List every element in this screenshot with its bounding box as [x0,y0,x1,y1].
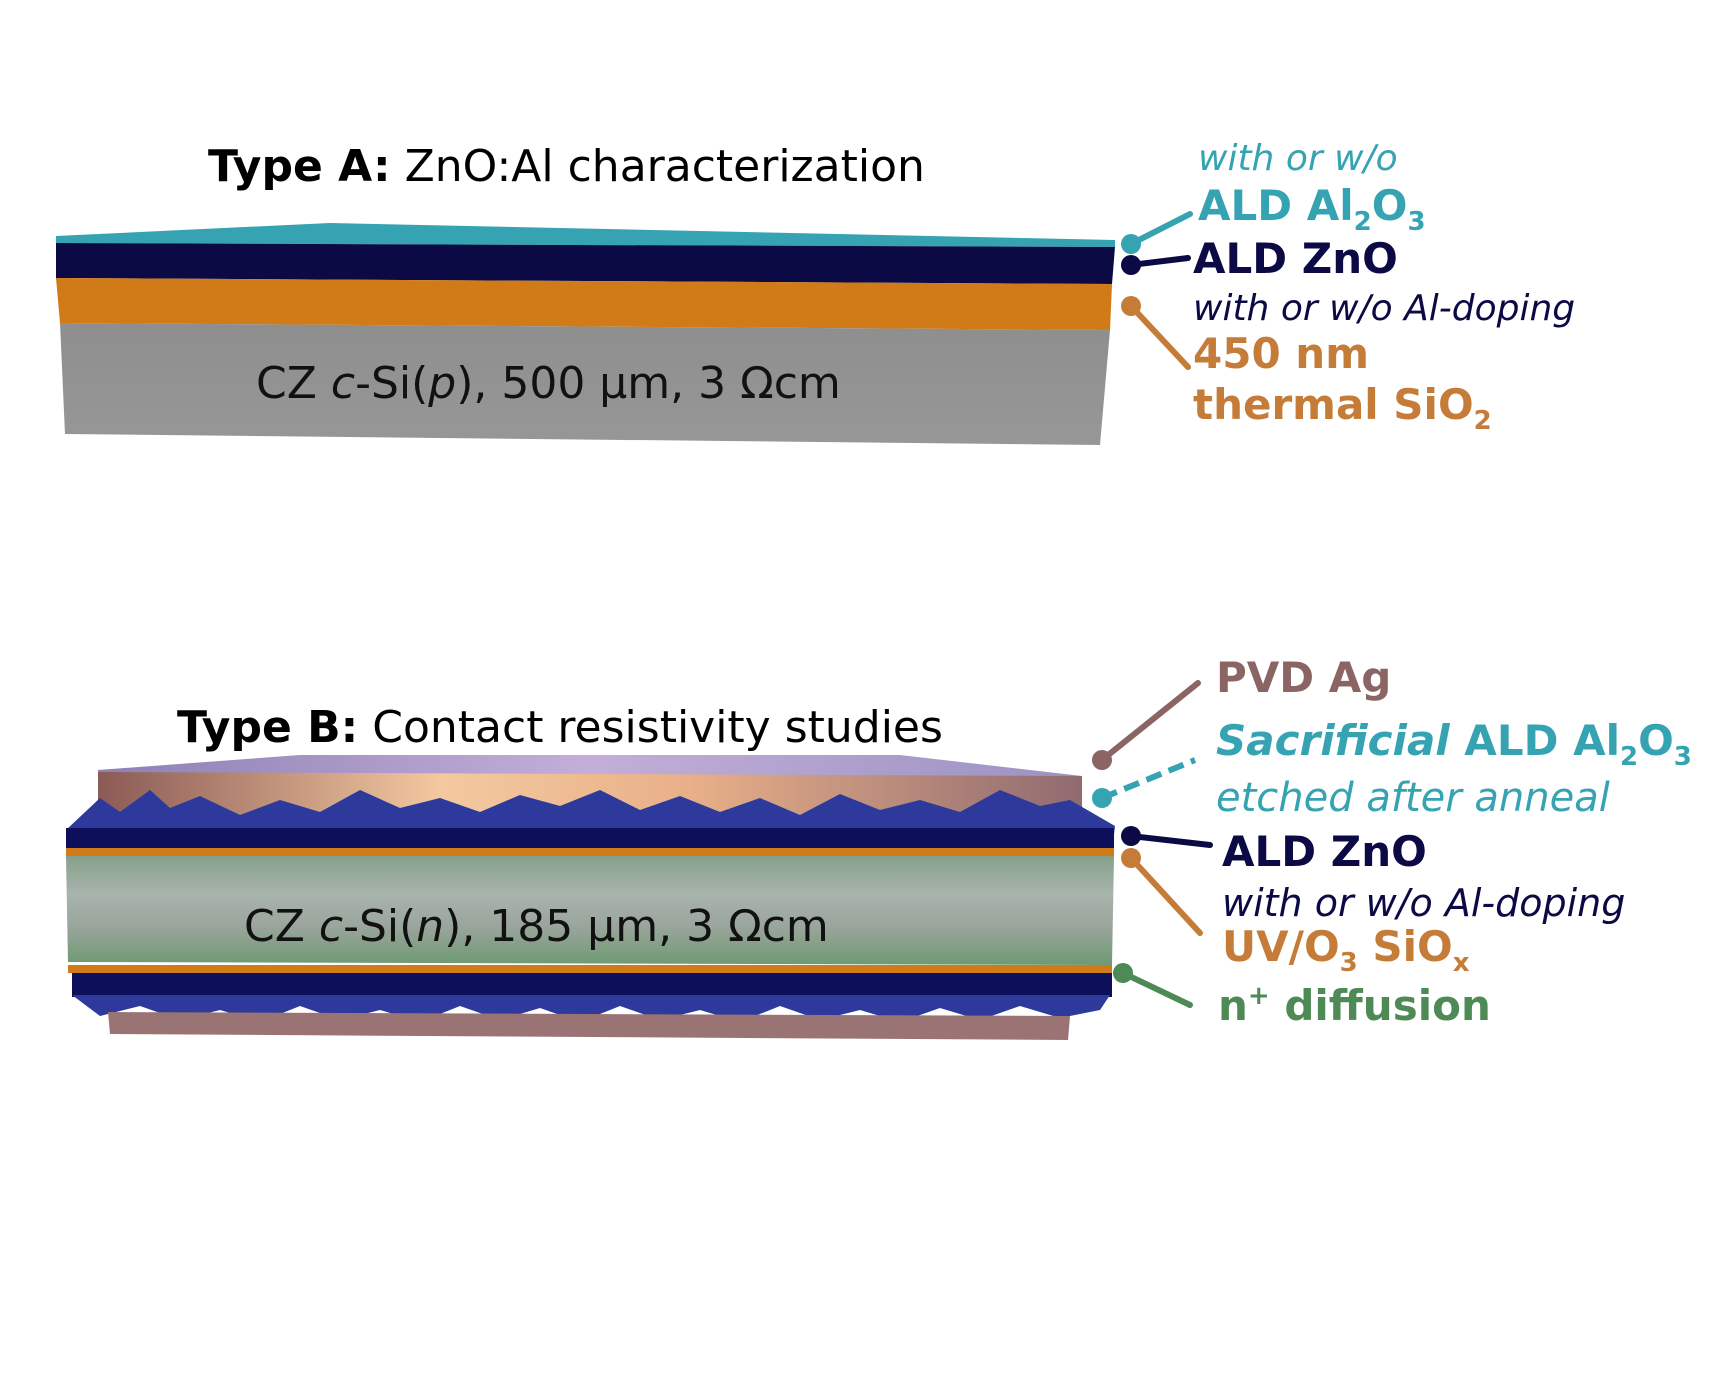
type-a-title-rest: ZnO:Al characterization [391,141,925,192]
type-a-callout-zno [1121,255,1191,275]
type-a-zno-note: with or w/o Al-doping [1193,288,1575,329]
type-b-uvo3-label: UV/O3 SiOx [1222,922,1470,978]
type-b-ag-top-face [98,755,1082,776]
type-a-substrate-label: CZ c-Si(p), 500 µm, 3 Ωcm [256,358,841,409]
type-b-substrate-label: CZ c-Si(n), 185 µm, 3 Ωcm [244,901,829,952]
type-a-substrate [60,323,1110,445]
type-b-sio-layer-top [66,848,1114,856]
type-a-section: Type A: ZnO:Al characterization CZ c-Si(… [56,138,1575,445]
type-b-substrate [66,856,1114,965]
type-a-title: Type A: ZnO:Al characterization [208,141,925,192]
type-b-title: Type B: Contact resistivity studies [177,702,943,753]
type-b-zno-note: with or w/o Al-doping [1222,881,1625,925]
type-b-callout-al2o3 [1092,757,1197,808]
type-a-al2o3-layer [56,223,1115,247]
type-a-callout-sio2 [1121,296,1191,370]
type-b-zno-band-top [66,828,1114,850]
type-b-ndiff-label: n+ diffusion [1218,981,1491,1030]
type-b-al2o3-note: etched after anneal [1216,775,1610,821]
type-a-sio2-layer [56,278,1112,330]
type-b-ag-layer-bottom [108,1012,1070,1040]
type-b-al2o3-label: Sacrificial ALD Al2O3 [1216,716,1692,772]
type-b-sio-layer-bottom [68,965,1112,973]
type-a-al2o3-label: ALD Al2O3 [1198,181,1426,237]
type-a-callout-al2o3 [1121,211,1193,254]
type-b-callout-ag [1092,680,1201,770]
type-b-section: Type B: Contact resistivity studies CZ c… [66,653,1692,1040]
type-b-callout-uvo3 [1121,848,1203,936]
type-b-callout-zno [1121,826,1213,848]
type-b-callout-ndiff [1113,963,1193,1008]
type-b-zno-band-bottom [72,973,1112,997]
type-b-zno-label: ALD ZnO [1222,827,1427,876]
type-b-title-bold: Type B: [177,702,358,753]
type-a-sio2-label-2: thermal SiO2 [1193,380,1492,436]
type-a-sio2-label-1: 450 nm [1193,329,1369,378]
type-a-zno-layer [56,243,1115,284]
type-a-al2o3-note: with or w/o [1198,138,1398,179]
type-a-zno-label: ALD ZnO [1193,234,1398,283]
type-b-ag-label: PVD Ag [1216,653,1391,702]
type-a-title-bold: Type A: [208,141,391,192]
type-b-title-rest: Contact resistivity studies [358,702,943,753]
